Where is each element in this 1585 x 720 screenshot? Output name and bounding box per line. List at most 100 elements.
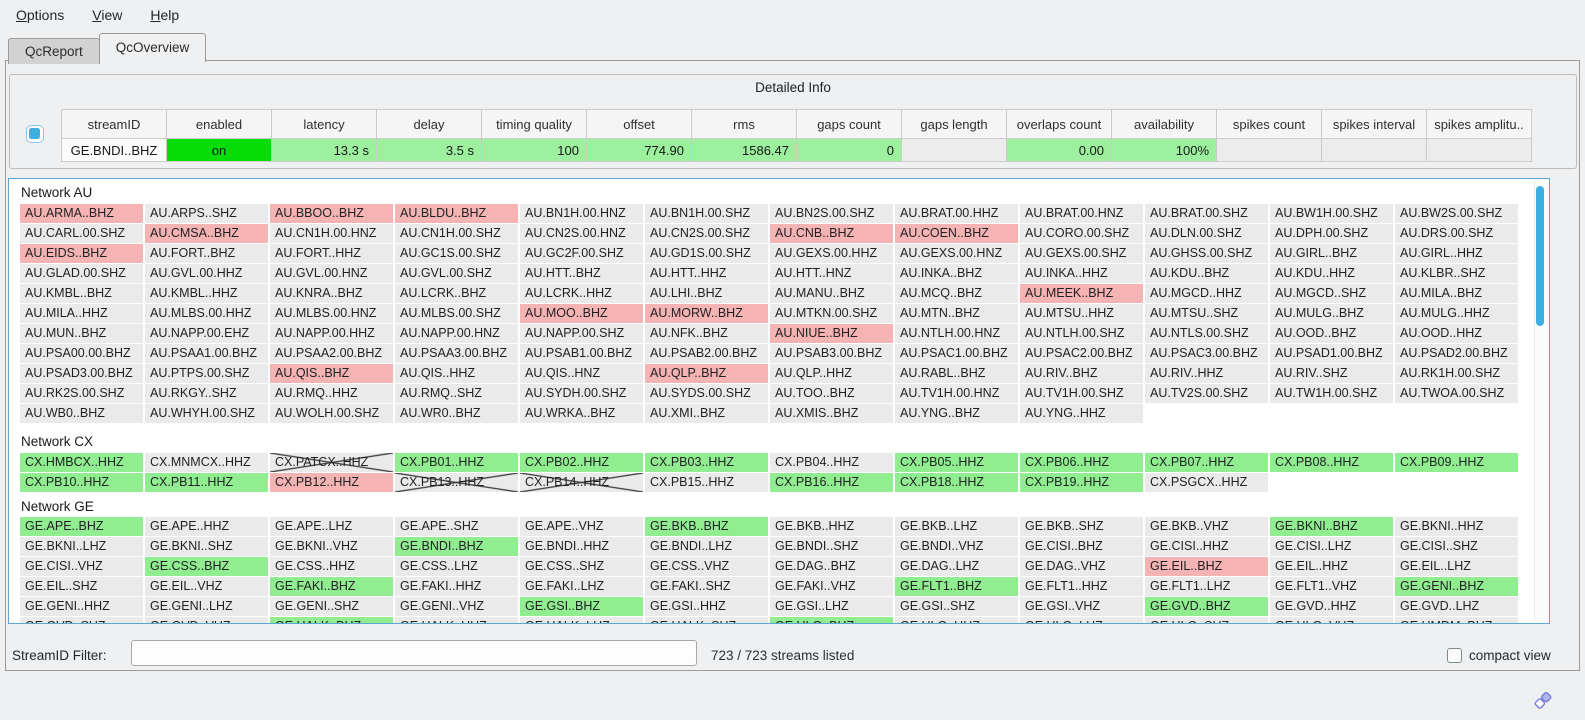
stream-cell[interactable]: AU.RK1H.00.SHZ (1395, 364, 1518, 383)
stream-cell[interactable]: GE.BKNI..SHZ (145, 537, 268, 556)
stream-cell[interactable]: GE.FAKI..SHZ (645, 577, 768, 596)
stream-cell[interactable]: AU.GIRL..BHZ (1270, 244, 1393, 263)
stream-cell[interactable]: AU.LCRK..HHZ (520, 284, 643, 303)
stream-cell[interactable]: GE.BKB..LHZ (895, 517, 1018, 536)
detail-column-header[interactable]: timing quality (481, 109, 587, 139)
stream-cell[interactable]: AU.PSAA2.00.BHZ (270, 344, 393, 363)
stream-cell[interactable]: AU.CMSA..BHZ (145, 224, 268, 243)
stream-cell[interactable]: AU.LHI..BHZ (645, 284, 768, 303)
stream-cell[interactable]: GE.BKB..VHZ (1145, 517, 1268, 536)
stream-cell[interactable]: AU.CN2S.00.HNZ (520, 224, 643, 243)
stream-cell[interactable]: AU.TV1H.00.SHZ (1020, 384, 1143, 403)
stream-cell[interactable]: GE.HLG..LHZ (1020, 617, 1143, 623)
stream-cell[interactable]: AU.LCRK..BHZ (395, 284, 518, 303)
stream-cell[interactable]: CX.PB11..HHZ (145, 473, 268, 492)
stream-cell[interactable]: AU.NIUE..BHZ (770, 324, 893, 343)
stream-cell[interactable]: AU.PSAC2.00.BHZ (1020, 344, 1143, 363)
detail-column-header[interactable]: enabled (166, 109, 272, 139)
stream-cell[interactable]: AU.GC1S.00.SHZ (395, 244, 518, 263)
stream-cell[interactable]: CX.PB04..HHZ (770, 453, 893, 472)
stream-cell[interactable]: CX.PB01..HHZ (395, 453, 518, 472)
stream-cell[interactable]: AU.MORW..BHZ (645, 304, 768, 323)
stream-cell[interactable]: AU.HTT..HNZ (770, 264, 893, 283)
stream-cell[interactable]: GE.BKNI..HHZ (1395, 517, 1518, 536)
stream-cell[interactable]: AU.GIRL..HHZ (1395, 244, 1518, 263)
stream-cell[interactable]: AU.PSAD3.00.BHZ (20, 364, 143, 383)
stream-cell[interactable]: AU.KMBL..HHZ (145, 284, 268, 303)
stream-cell[interactable]: AU.PSAB1.00.BHZ (520, 344, 643, 363)
stream-cell[interactable]: AU.OOD..HHZ (1395, 324, 1518, 343)
stream-cell[interactable]: AU.ARMA..BHZ (20, 204, 143, 223)
stream-cell[interactable]: AU.XMIS..BHZ (770, 404, 893, 423)
stream-cell[interactable]: AU.MLBS.00.HNZ (270, 304, 393, 323)
stream-cell[interactable]: AU.MLBS.00.HHZ (145, 304, 268, 323)
stream-cell[interactable]: GE.BKNI..LHZ (20, 537, 143, 556)
detail-column-header[interactable]: spikes amplitu.. (1426, 109, 1532, 139)
stream-cell[interactable]: AU.WOLH.00.SHZ (270, 404, 393, 423)
stream-cell[interactable]: GE.CSS..BHZ (145, 557, 268, 576)
stream-cell[interactable]: AU.PSAB2.00.BHZ (645, 344, 768, 363)
stream-cell[interactable]: GE.GVD..VHZ (145, 617, 268, 623)
stream-cell[interactable]: AU.MTSU..SHZ (1145, 304, 1268, 323)
stream-cell[interactable]: AU.GD1S.00.SHZ (645, 244, 768, 263)
stream-cell[interactable]: CX.HMBCX..HHZ (20, 453, 143, 472)
stream-cell[interactable]: GE.DAG..BHZ (770, 557, 893, 576)
stream-cell[interactable]: CX.PSGCX..HHZ (1145, 473, 1268, 492)
detail-column-header[interactable]: spikes count (1216, 109, 1322, 139)
stream-cell[interactable]: AU.BN1H.00.HNZ (520, 204, 643, 223)
stream-cell[interactable]: GE.BKNI..BHZ (1270, 517, 1393, 536)
stream-cell[interactable]: GE.HLG..SHZ (1145, 617, 1268, 623)
stream-cell[interactable]: AU.NAPP.00.EHZ (145, 324, 268, 343)
detail-column-header[interactable]: rms (691, 109, 797, 139)
stream-cell[interactable]: AU.BW1H.00.SHZ (1270, 204, 1393, 223)
stream-cell[interactable]: AU.TV2S.00.SHZ (1145, 384, 1268, 403)
stream-cell[interactable]: AU.CNB..BHZ (770, 224, 893, 243)
stream-cell[interactable]: GE.APE..LHZ (270, 517, 393, 536)
stream-cell[interactable]: AU.RKGY..SHZ (145, 384, 268, 403)
stream-cell[interactable]: AU.WB0..BHZ (20, 404, 143, 423)
stream-cell[interactable]: AU.MILA..HHZ (20, 304, 143, 323)
stream-cell[interactable]: GE.CSS..HHZ (270, 557, 393, 576)
stream-cell[interactable]: GE.GVD..BHZ (1145, 597, 1268, 616)
menu-view[interactable]: View (92, 7, 123, 23)
stream-cell[interactable]: GE.BKB..HHZ (770, 517, 893, 536)
menu-options[interactable]: Options (16, 7, 65, 23)
stream-cell[interactable]: CX.PB12..HHZ (270, 473, 393, 492)
stream-cell[interactable]: GE.BNDI..LHZ (645, 537, 768, 556)
stream-cell[interactable]: AU.CN1H.00.SHZ (395, 224, 518, 243)
stream-cell[interactable]: AU.GHSS.00.SHZ (1145, 244, 1268, 263)
stream-cell[interactable]: AU.DPH.00.SHZ (1270, 224, 1393, 243)
stream-cell[interactable]: GE.CISI..LHZ (1270, 537, 1393, 556)
stream-cell[interactable]: AU.HTT..BHZ (520, 264, 643, 283)
stream-cell[interactable]: AU.INKA..BHZ (895, 264, 1018, 283)
stream-cell[interactable]: GE.EIL..LHZ (1395, 557, 1518, 576)
stream-cell[interactable]: AU.SYDS.00.SHZ (645, 384, 768, 403)
stream-cell[interactable]: AU.DLN.00.SHZ (1145, 224, 1268, 243)
stream-cell[interactable]: GE.APE..VHZ (520, 517, 643, 536)
stream-cell[interactable]: AU.PSAC3.00.BHZ (1145, 344, 1268, 363)
stream-cell[interactable]: GE.APE..BHZ (20, 517, 143, 536)
stream-cell[interactable]: AU.TWOA.00.SHZ (1395, 384, 1518, 403)
stream-cell[interactable]: AU.RMQ..HHZ (270, 384, 393, 403)
stream-cell[interactable]: GE.CISI..BHZ (1020, 537, 1143, 556)
stream-cell[interactable]: AU.BRAT.00.SHZ (1145, 204, 1268, 223)
stream-cell[interactable]: GE.GENI..SHZ (270, 597, 393, 616)
stream-cell[interactable]: AU.PSAC1.00.BHZ (895, 344, 1018, 363)
compact-view-checkbox[interactable] (1447, 648, 1462, 663)
stream-cell[interactable]: AU.BN1H.00.SHZ (645, 204, 768, 223)
stream-cell[interactable]: AU.TOO..BHZ (770, 384, 893, 403)
stream-cell[interactable]: AU.BBOO..BHZ (270, 204, 393, 223)
stream-cell[interactable]: AU.MANU..BHZ (770, 284, 893, 303)
stream-cell[interactable]: AU.QIS..HNZ (520, 364, 643, 383)
stream-cell[interactable]: CX.PB03..HHZ (645, 453, 768, 472)
stream-cell[interactable]: AU.MULG..BHZ (1270, 304, 1393, 323)
detail-column-header[interactable]: spikes interval (1321, 109, 1427, 139)
stream-cell[interactable]: CX.PB09..HHZ (1395, 453, 1518, 472)
stream-cell[interactable]: AU.NTLS.00.SHZ (1145, 324, 1268, 343)
stream-cell[interactable]: AU.GLAD.00.SHZ (20, 264, 143, 283)
stream-cell[interactable]: GE.GVD..SHZ (20, 617, 143, 623)
stream-cell[interactable]: AU.RIV..HHZ (1145, 364, 1268, 383)
stream-cell[interactable]: AU.KLBR..SHZ (1395, 264, 1518, 283)
tab-qcreport[interactable]: QcReport (8, 38, 100, 64)
stream-cell[interactable]: GE.FAKI..VHZ (770, 577, 893, 596)
